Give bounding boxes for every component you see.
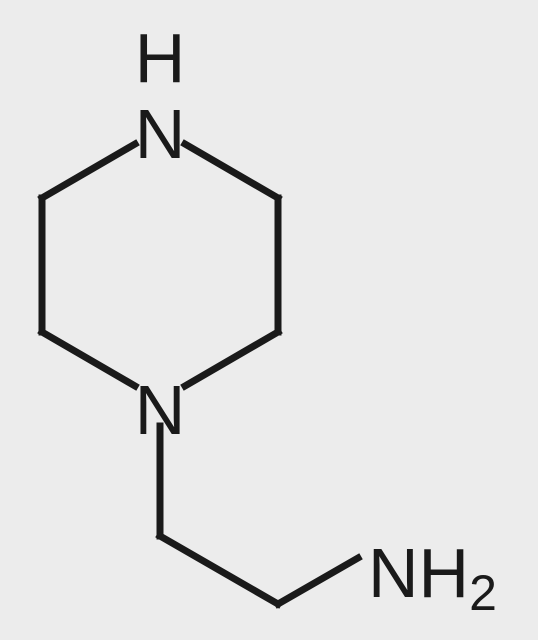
- atom-label-H_top: H: [135, 19, 186, 97]
- chemical-structure-diagram: HNNNH2: [0, 0, 538, 640]
- atom-label-N_ring_bot: N: [135, 371, 186, 449]
- atom-text: H: [135, 19, 186, 97]
- atom-label-N_ring_top: N: [135, 95, 186, 173]
- atom-text: NH: [368, 534, 469, 612]
- atom-text: N: [135, 371, 186, 449]
- atom-subscript: 2: [469, 565, 497, 621]
- atom-text: N: [135, 95, 186, 173]
